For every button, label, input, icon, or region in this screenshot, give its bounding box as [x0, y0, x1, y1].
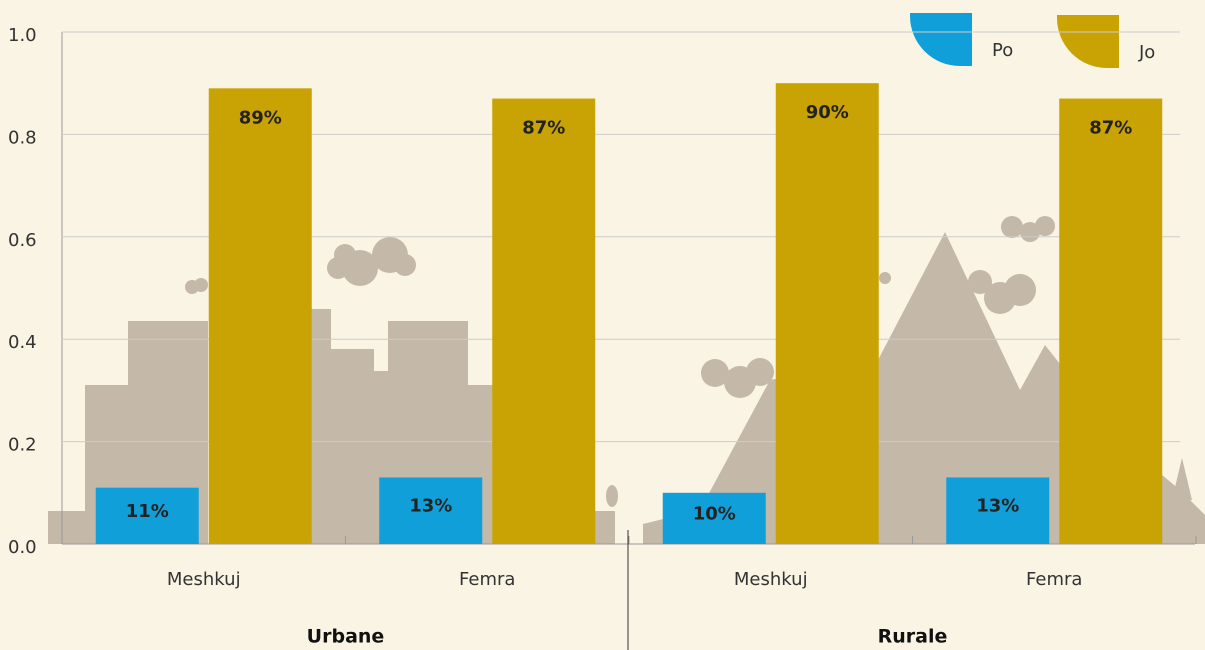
chart: Po Jo 0.0 0.2 0.4 0.6 0.8 1.0 Meshkuj 11% 89% Femr… [0, 0, 1205, 650]
data-label: 87% [522, 118, 565, 139]
group-label: Urbane [307, 626, 385, 648]
bar [1059, 99, 1162, 544]
data-label: 89% [239, 107, 282, 128]
data-label: 13% [976, 496, 1019, 517]
x-tick-label: Meshkuj [734, 569, 808, 590]
y-tick-label: 0.4 [8, 332, 37, 353]
y-tick-label: 0.2 [8, 435, 37, 456]
legend-label: Jo [1138, 42, 1155, 63]
data-label: 87% [1089, 118, 1132, 139]
group-label: Rurale [878, 626, 948, 648]
x-tick-label: Meshkuj [167, 569, 241, 590]
y-tick-label: 0.8 [8, 127, 37, 148]
x-tick-label: Femra [1026, 569, 1082, 590]
y-tick-label: 0.6 [8, 230, 37, 251]
bar [492, 99, 595, 544]
y-tick-label: 0.0 [8, 537, 37, 558]
x-tick-label: Femra [459, 569, 515, 590]
y-tick-label: 1.0 [8, 25, 37, 46]
bar [209, 88, 312, 544]
data-label: 13% [409, 496, 452, 517]
bar [776, 83, 879, 544]
legend-label: Po [992, 40, 1013, 61]
data-label: 11% [126, 501, 169, 522]
data-label: 90% [806, 102, 849, 123]
data-label: 10% [693, 503, 736, 524]
